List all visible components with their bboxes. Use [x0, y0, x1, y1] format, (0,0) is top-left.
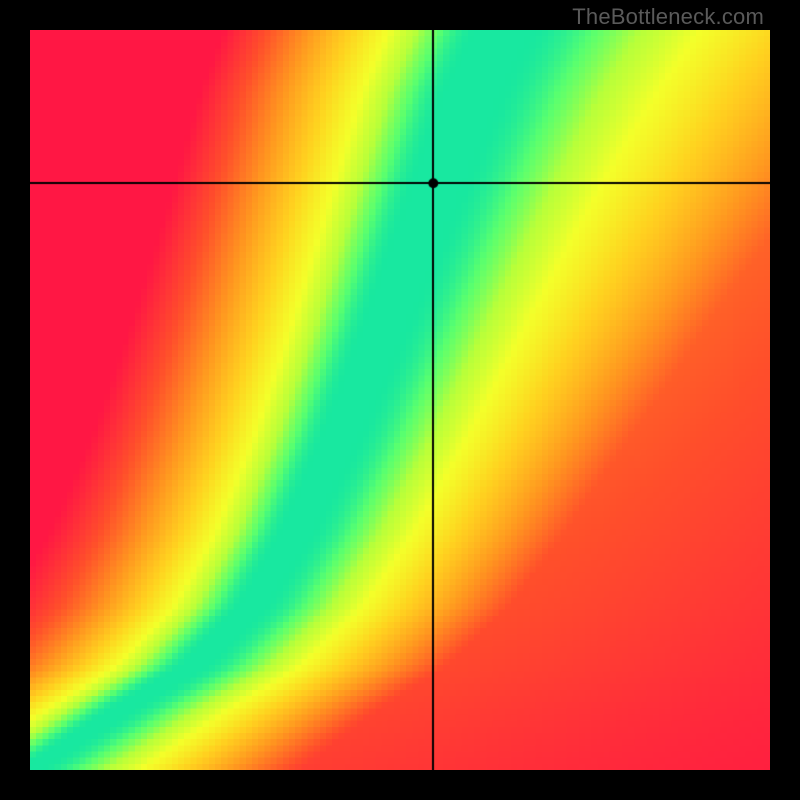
watermark-text: TheBottleneck.com — [572, 4, 764, 30]
crosshair-overlay — [30, 30, 770, 770]
chart-container: { "watermark": { "text": "TheBottleneck.… — [0, 0, 800, 800]
